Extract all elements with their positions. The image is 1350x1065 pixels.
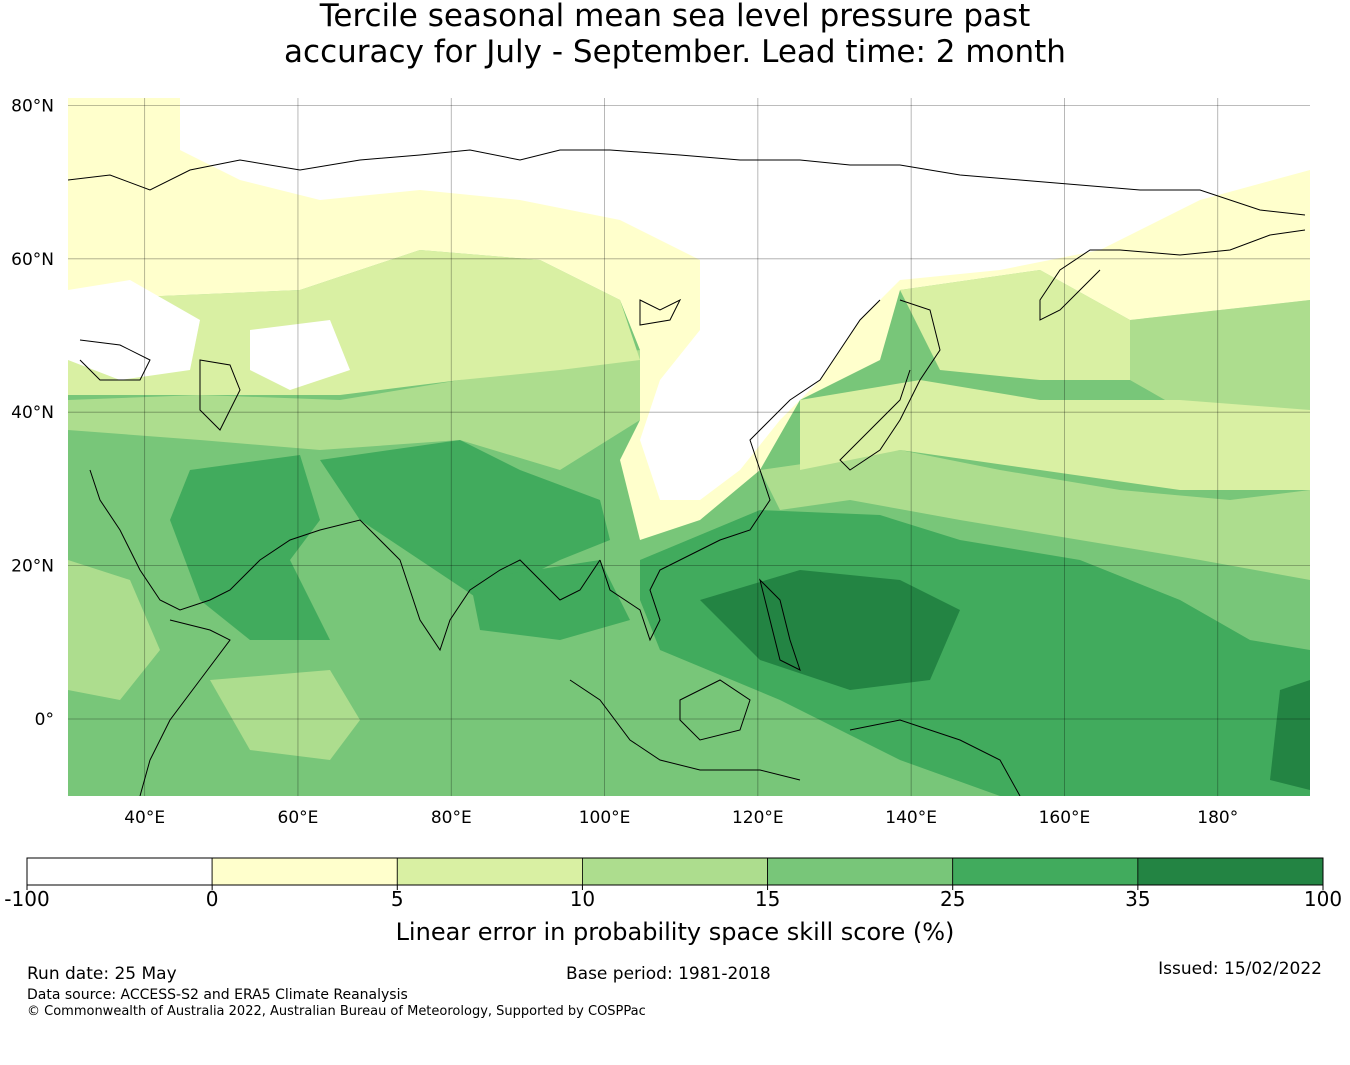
skill-patch-south-asia xyxy=(320,440,610,600)
black-sea-outline xyxy=(79,339,151,381)
east-asia-coastline xyxy=(599,299,881,642)
skill-region-negative-caspian xyxy=(250,320,350,390)
sumatra-java-coastline xyxy=(569,679,801,781)
skill-score-field xyxy=(68,98,1310,796)
skill-patch-east-africa xyxy=(68,560,160,700)
run-date: Run date: 25 May xyxy=(27,964,177,984)
map-title-line-1: Tercile seasonal mean sea level pressure… xyxy=(319,0,1031,34)
skill-patch-arabia xyxy=(170,455,330,640)
colorbar-segment xyxy=(952,857,1139,886)
colorbar-tick-label: 5 xyxy=(391,887,404,911)
caspian-sea-outline xyxy=(199,359,241,431)
skill-patch-west-indian-ocean xyxy=(210,670,360,760)
issued-date: Issued: 15/02/2022 xyxy=(1158,959,1322,979)
skill-patch-bering xyxy=(1130,300,1310,420)
lat-label: 0° xyxy=(35,710,54,730)
map-title-line-2: accuracy for July - September. Lead time… xyxy=(284,34,1066,70)
colorbar-tick-label: -100 xyxy=(4,887,49,911)
lon-label: 60°E xyxy=(278,808,319,828)
colorbar-segment xyxy=(1137,857,1324,886)
borneo-coastline xyxy=(679,679,751,741)
east-africa-coastline xyxy=(139,619,231,796)
skill-band-subtropical-pacific xyxy=(800,380,1310,490)
copyright: © Commonwealth of Australia 2022, Austra… xyxy=(27,1004,646,1019)
skill-patch-east-edge xyxy=(1270,680,1310,790)
lat-label: 80°N xyxy=(11,96,54,116)
lon-label: 160°E xyxy=(1039,808,1091,828)
lon-label: 40°E xyxy=(124,808,165,828)
south-asia-arabia-coastline xyxy=(89,469,601,652)
lon-label: 100°E xyxy=(579,808,631,828)
colorbar-label: Linear error in probability space skill … xyxy=(396,918,955,946)
skill-region-negative-west xyxy=(68,280,200,380)
skill-patch-bay-of-bengal xyxy=(470,560,630,640)
lat-label: 60°N xyxy=(11,250,54,270)
lon-label: 80°E xyxy=(431,808,472,828)
lat-label: 20°N xyxy=(11,557,54,577)
skill-patch-arctic-west xyxy=(68,98,180,160)
coastlines xyxy=(68,149,1306,796)
kamchatka-coastline xyxy=(1039,229,1306,321)
lat-label: 40°N xyxy=(11,403,54,423)
colorbar-segment xyxy=(26,857,213,886)
colorbar-tick-label: 25 xyxy=(940,887,965,911)
japan-coastline xyxy=(839,299,941,471)
data-source: Data source: ACCESS-S2 and ERA5 Climate … xyxy=(27,987,408,1003)
colorbar-tick-labels: -100 0 5 10 15 25 35 100 xyxy=(4,887,1342,911)
skill-band-central-asia xyxy=(68,350,640,470)
philippines-coastline xyxy=(759,578,801,671)
colorbar-segment xyxy=(767,857,954,886)
colorbar-tick-label: 35 xyxy=(1125,887,1150,911)
colorbar-tick-label: 15 xyxy=(755,887,780,911)
latitude-labels: 80°N 60°N 40°N 20°N 0° xyxy=(11,96,54,730)
base-period: Base period: 1981-2018 xyxy=(566,964,771,984)
lon-label: 180° xyxy=(1197,808,1238,828)
colorbar-segment xyxy=(211,857,398,886)
lake-baikal-outline xyxy=(639,298,682,326)
colorbar xyxy=(26,857,1324,890)
longitude-labels: 40°E 60°E 80°E 100°E 120°E 140°E 160°E 180° xyxy=(124,808,1238,828)
colorbar-segment xyxy=(582,857,768,886)
skill-band-siberia xyxy=(68,250,640,395)
arctic-coastline xyxy=(68,149,1306,216)
colorbar-tick-label: 10 xyxy=(570,887,595,911)
lon-label: 140°E xyxy=(885,808,937,828)
graticule xyxy=(68,98,1310,796)
skill-band-north-pacific xyxy=(760,450,1310,580)
colorbar-tick-label: 100 xyxy=(1304,887,1342,911)
skill-region-negative-north xyxy=(180,98,1310,500)
colorbar-segment xyxy=(396,857,583,886)
colorbar-frame xyxy=(26,857,1324,886)
colorbar-tick-label: 0 xyxy=(206,887,219,911)
new-guinea-coastline xyxy=(849,719,1021,796)
lon-label: 120°E xyxy=(732,808,784,828)
